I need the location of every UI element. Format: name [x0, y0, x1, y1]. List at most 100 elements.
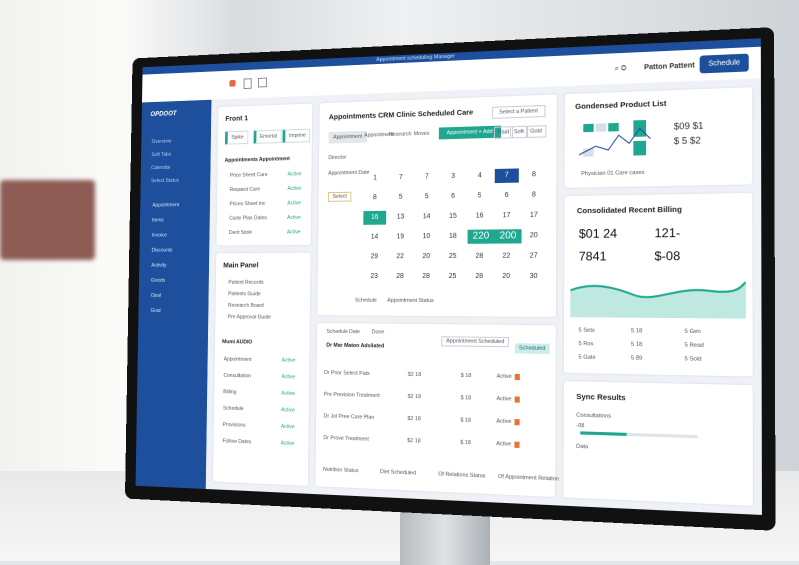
calendar-day: 10	[422, 233, 431, 241]
list-footer: Diet Scheduled	[379, 469, 417, 477]
stat-row: 5 Sets	[578, 327, 595, 334]
row-amount: $ 18	[460, 372, 472, 380]
area	[570, 282, 746, 319]
search-box: Select a Patient	[492, 104, 546, 119]
list-footer: Nutrition Status	[323, 466, 359, 475]
filter: Research	[388, 131, 412, 138]
stat-row: 5 89	[630, 355, 643, 362]
tab: Emortal	[253, 129, 282, 144]
stat-row: 5 Sold	[684, 356, 702, 363]
panel-item: Patients Guide	[228, 291, 261, 298]
calendar-day: 14	[422, 213, 431, 221]
row-name: Provisions	[222, 422, 246, 429]
calendar-day: 200	[494, 229, 522, 244]
tab: Date	[348, 329, 360, 336]
tab: Schedule	[326, 328, 348, 336]
calendar-day: 20	[502, 272, 511, 281]
calendar-day: 27	[529, 252, 538, 260]
calendar-day: 3	[451, 172, 456, 180]
stat-row: 5 18	[630, 328, 643, 335]
row-name: Prices Sheet Inc	[229, 200, 266, 208]
calendar-day: 23	[370, 273, 378, 280]
calendar-footer: Schedule	[354, 297, 377, 304]
row-name: Carte Plan Dates	[229, 215, 267, 222]
row-amount: $ 18	[460, 439, 471, 447]
row-name: Follow Dates	[222, 438, 252, 446]
tab: Imprine	[282, 128, 311, 143]
row-amount: $2 18	[407, 415, 421, 423]
progress-fill	[580, 431, 627, 436]
section-heading: Appointments Appointment	[224, 156, 290, 164]
row-status: Active	[496, 440, 520, 448]
row-status: Active	[287, 214, 301, 221]
icon	[243, 78, 252, 90]
card-title: Gondensed Product List	[575, 98, 667, 112]
calendar-day: 28	[475, 272, 484, 281]
sidebar-item: Appointment	[152, 202, 180, 209]
calendar-day: 15	[449, 212, 457, 220]
calendar-day: 6	[504, 191, 509, 200]
row-amount: $2 18	[407, 437, 421, 445]
calendar-footer: Appointment Status	[387, 297, 434, 305]
schedule-button[interactable]: Schedule	[699, 53, 749, 74]
row-status: Active	[496, 396, 520, 403]
row-status: Active	[287, 200, 302, 207]
stat-value: 7841	[578, 249, 607, 264]
block	[595, 123, 607, 132]
tab: Done	[371, 329, 385, 336]
chart-label: $09 $1	[673, 120, 704, 132]
calendar-day: 16	[363, 210, 387, 225]
stat-value: 121-	[654, 225, 681, 241]
row-status: Active	[281, 357, 296, 364]
calendar-day: 22	[396, 253, 404, 261]
calendar-day: 5	[398, 193, 403, 201]
calendar-day: 29	[370, 253, 379, 261]
block	[633, 140, 647, 156]
sidebar: OPDOOT Overview Soft Tabs Calendar Select S…	[135, 99, 212, 489]
progress-card: Sync Results Consultations -08 Data	[563, 381, 753, 506]
tab: Spike	[224, 130, 249, 145]
card-title: Front 1	[225, 113, 249, 123]
calendar-day: 18	[448, 232, 457, 240]
row-amount: $2 18	[407, 393, 422, 401]
progress-label: Consultations	[576, 412, 612, 420]
list-card: Schedule Date Done Dr Mar Maton Adsilated Ap…	[315, 322, 559, 497]
panel-item: Pre Approval Guide	[227, 314, 271, 321]
filter: Gold	[526, 125, 547, 138]
list-heading: Dr Mar Maton Adsilated	[326, 342, 385, 350]
calendar-day: 5	[477, 192, 482, 200]
chart-card: Gondensed Product List $09 $1 $ 5 $2 Physic…	[564, 87, 753, 188]
calendar-day: 17	[529, 211, 538, 219]
tab: Appointment	[328, 130, 367, 144]
calendar-day: 28	[396, 273, 404, 280]
row-name: Schedule	[222, 405, 244, 413]
calendar-day: 28	[475, 252, 484, 260]
card-title: Sync Results	[576, 391, 626, 403]
filter: Moves	[413, 130, 430, 138]
list-footer: Of Relations Status	[438, 471, 486, 480]
sidebar-item: Goods	[151, 277, 166, 284]
calendar-day: 16	[475, 212, 484, 220]
stat-row: 5 Gate	[578, 354, 596, 361]
calendar-day: 28	[422, 273, 430, 280]
row-name: Price Sheet Care	[229, 172, 268, 179]
row-name: Dent Stole	[229, 229, 253, 236]
chair	[0, 180, 95, 260]
user-name: Patton Pattent	[644, 62, 695, 72]
row-status: Active	[281, 407, 295, 414]
calendar-day: 6	[451, 192, 456, 200]
list-footer: Of Appointment Relation	[498, 473, 559, 483]
sidebar-item: Invoice	[151, 232, 167, 239]
stat-value: $01 24	[578, 226, 618, 241]
calendar-day: 22	[502, 252, 511, 260]
calendar-day: 25	[448, 272, 457, 281]
main-card: Main Panel Patient Records Patients Guide R…	[213, 252, 311, 486]
row-amount: $ 18	[460, 417, 472, 424]
sidebar-item: Items	[152, 217, 164, 224]
calendar-day: 14	[370, 233, 379, 241]
row-name: Dr Jol Pree Care Plan	[323, 413, 375, 421]
icon	[229, 79, 236, 87]
row-status: Active	[287, 185, 302, 192]
calendar-day: 7	[424, 173, 429, 181]
